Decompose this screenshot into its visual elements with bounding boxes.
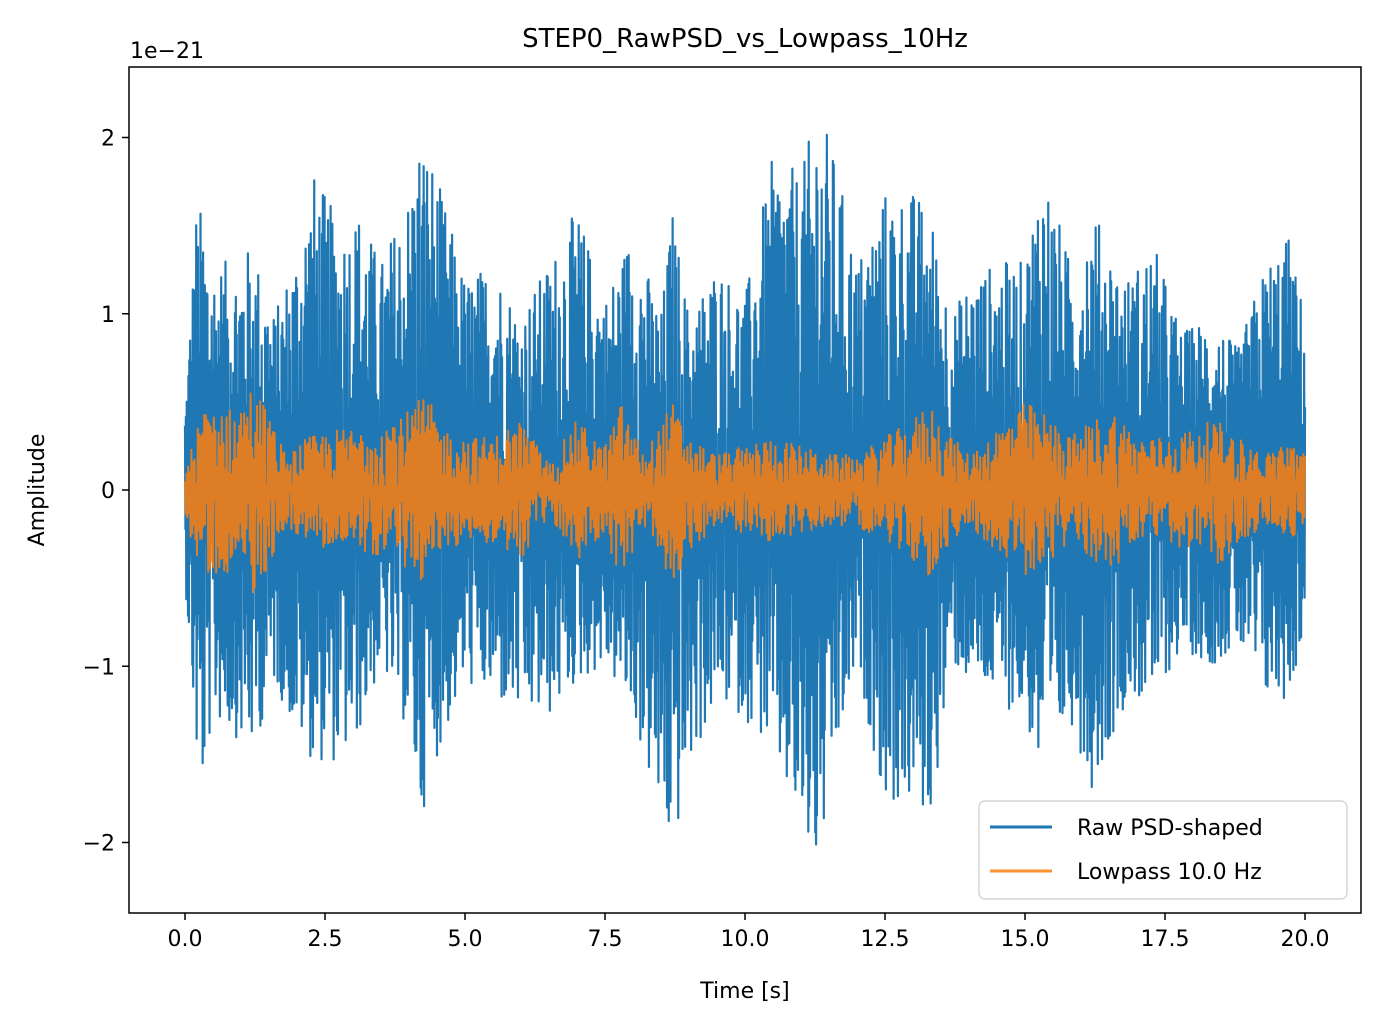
series-line-lowpass <box>184 392 1306 594</box>
x-axis-label: Time [s] <box>699 979 789 1004</box>
legend-label-lowpass: Lowpass 10.0 Hz <box>1077 860 1262 885</box>
x-tick-label: 5.0 <box>448 927 483 952</box>
y-axis: −2 −1 0 1 2 <box>83 127 129 857</box>
chart-title: STEP0_RawPSD_vs_Lowpass_10Hz <box>522 24 968 54</box>
x-tick-label: 10.0 <box>721 927 770 952</box>
y-axis-label: Amplitude <box>25 434 50 547</box>
x-tick-label: 15.0 <box>1001 927 1050 952</box>
y-tick-label: 2 <box>101 127 115 152</box>
x-tick-label: 12.5 <box>861 927 910 952</box>
x-axis: 0.0 2.5 5.0 7.5 10.0 12.5 15.0 17.5 20.0 <box>168 913 1330 952</box>
series-layer <box>183 133 1307 846</box>
x-tick-label: 7.5 <box>588 927 623 952</box>
x-tick-label: 17.5 <box>1141 927 1190 952</box>
legend-box <box>978 800 1348 900</box>
y-tick-label: −2 <box>83 832 115 857</box>
x-tick-label: 20.0 <box>1281 927 1330 952</box>
x-tick-label: 0.0 <box>168 927 203 952</box>
y-tick-label: −1 <box>83 655 115 680</box>
legend: Raw PSD-shaped Lowpass 10.0 Hz <box>978 800 1348 900</box>
y-offset-label: 1e−21 <box>130 39 204 64</box>
y-tick-label: 0 <box>101 479 115 504</box>
legend-label-raw: Raw PSD-shaped <box>1077 816 1263 841</box>
y-tick-label: 1 <box>101 303 115 328</box>
x-tick-label: 2.5 <box>308 927 343 952</box>
